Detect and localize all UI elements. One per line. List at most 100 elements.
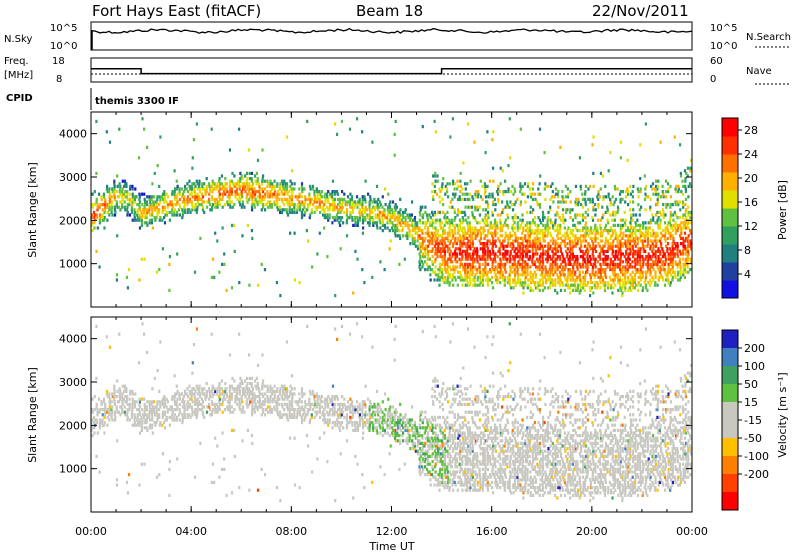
velocity-cell [271,389,274,393]
power-cell [375,221,379,225]
power-cell [534,229,537,233]
power-cell [464,231,467,235]
power-cell [494,203,497,207]
power-cell [493,255,496,259]
power-cell [630,218,633,222]
power-cell [689,229,692,233]
power-cell [675,184,678,188]
power-cell [671,244,674,248]
velocity-cell [121,397,124,401]
velocity-cell [286,395,289,399]
power-cell [239,171,242,175]
power-cell [496,190,499,194]
power-cell [609,203,612,207]
power-cell [538,288,541,292]
power-cell [479,273,482,277]
power-cell [448,218,451,222]
power-cell [484,190,487,194]
velocity-cell [254,405,257,409]
power-cell [466,257,469,261]
velocity-cell [113,413,116,417]
velocity-cell [110,400,113,404]
power-cell [233,184,236,188]
power-cell [514,236,517,240]
velocity-cell [276,410,279,414]
power-cell [408,213,411,217]
power-cell [662,260,665,264]
power-cell [218,200,221,204]
power-cell [443,257,446,261]
power-cell [664,283,667,287]
power-cell [649,244,652,248]
power-cell [528,239,531,243]
power-cell [210,127,213,131]
velocity-cell [99,408,102,412]
power-cell [599,273,602,277]
velocity-cell [251,402,254,406]
power-cell [536,257,539,261]
power-cell [627,234,630,238]
power-cell [421,231,424,235]
power-cell [176,192,179,196]
power-cell [554,187,557,191]
power-cell [281,197,284,201]
power-cell [529,210,532,214]
power-cell [533,283,537,287]
power-cell [588,260,592,264]
velocity-cell [291,374,294,378]
power-cell [578,213,581,217]
power-cell [642,247,645,251]
power-cell [574,288,577,292]
power-cell [676,229,679,233]
power-cell [308,184,312,188]
power-cell [601,247,604,251]
power-cell [561,252,564,256]
power-cell [577,283,580,287]
power-cell [496,223,499,227]
power-cell [392,223,395,227]
power-cell [593,273,596,277]
power-cell [674,260,677,264]
power-cell [651,187,654,191]
power-cell [361,205,364,209]
power-cell [534,286,538,290]
velocity-cell [161,423,164,427]
velocity-cell [336,413,339,417]
power-cell [484,270,487,274]
power-cell [323,208,326,212]
power-cell [476,208,479,212]
power-cell [165,210,168,214]
power-cell [326,216,329,220]
power-cell [341,216,344,220]
velocity-cell [294,400,297,404]
velocity-cell [256,382,259,386]
power-cell [576,288,579,292]
power-cell [632,184,635,188]
velocity-cell [300,400,303,404]
power-cell [361,213,364,217]
velocity-cell [138,418,141,422]
power-cell [293,203,296,207]
power-cell [464,275,467,279]
power-cell [633,265,637,269]
power-cell [124,182,127,186]
power-cell [198,179,201,183]
velocity-cell [165,397,168,401]
power-cell [579,283,582,287]
power-cell [181,208,184,212]
power-cell [665,278,668,282]
velocity-cell [113,389,116,393]
power-cell [649,278,652,282]
power-cell [671,265,674,269]
power-cell [491,226,494,230]
power-cell [564,184,567,188]
velocity-cell [308,421,311,425]
velocity-cell [355,400,359,404]
power-cell [683,231,687,235]
velocity-cell [116,410,119,414]
velocity-cell [328,410,331,414]
power-cell [463,210,466,214]
power-cell [636,252,639,256]
power-cell [606,262,609,266]
